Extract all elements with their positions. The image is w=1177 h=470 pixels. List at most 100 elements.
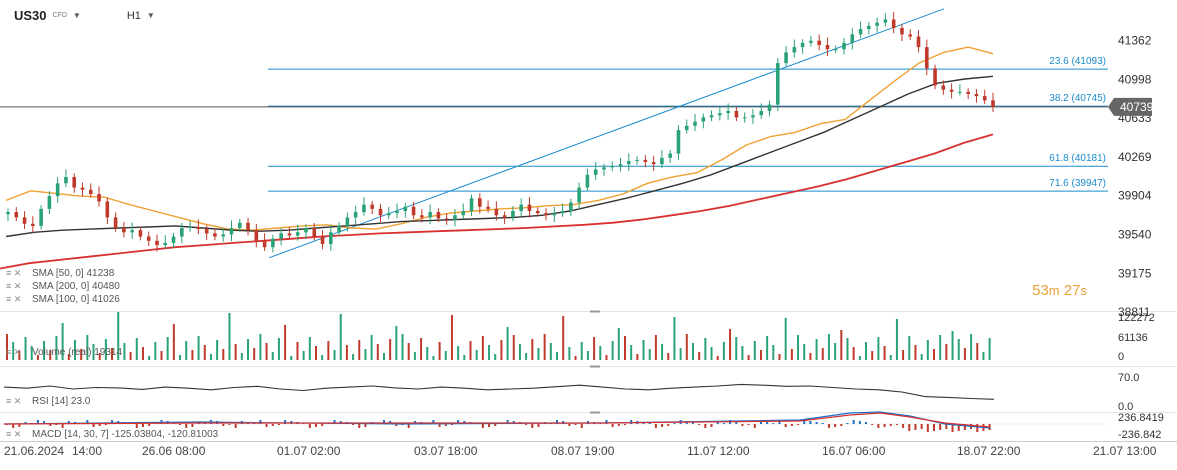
volume-bar [426, 347, 429, 360]
macd-histogram-bar [889, 424, 892, 426]
macd-histogram-bar [481, 424, 484, 428]
volume-bar [988, 338, 991, 360]
candle [386, 213, 391, 216]
macd-histogram-bar [191, 424, 194, 427]
macd-histogram-bar [821, 423, 824, 424]
macd-histogram-bar [784, 424, 787, 427]
pane-resize-handle[interactable] [590, 365, 600, 368]
indicator-settings-icon: ≡ ✕ [6, 396, 21, 406]
countdown-seconds: 27 [1063, 282, 1081, 299]
macd-histogram-bar [846, 423, 849, 424]
time-axis-label: 11.07 12:00 [687, 444, 750, 458]
trendline[interactable] [268, 8, 945, 259]
pane-resize-handle[interactable] [590, 310, 600, 313]
candle [693, 121, 697, 126]
macd-histogram-bar [24, 422, 27, 424]
macd-histogram-bar [803, 420, 806, 424]
volume-bar [135, 338, 138, 360]
volume-bar [803, 344, 806, 360]
candle [924, 47, 929, 69]
candle [684, 125, 689, 131]
candle [469, 198, 474, 212]
volume-bar [846, 338, 849, 360]
volume-bar [871, 351, 874, 360]
volume-bar [865, 342, 868, 360]
macd-histogram-bar [333, 420, 336, 424]
volume-bar [141, 347, 144, 360]
macd-histogram-bar [654, 424, 657, 428]
volume-bar [679, 348, 682, 360]
volume-bar [525, 353, 528, 360]
candle [941, 85, 946, 90]
timeframe-label[interactable]: H1 [126, 9, 141, 22]
volume-bar [797, 335, 800, 360]
candle [535, 211, 540, 214]
volume-bar [790, 349, 793, 360]
symbol-dropdown-icon[interactable]: ▼ [72, 11, 81, 20]
volume-bar [908, 336, 911, 360]
volume-bar [926, 340, 929, 360]
volume-axis-tick: 0 [1118, 351, 1124, 363]
macd-axis-tick: -236.842 [1118, 429, 1161, 441]
volume-bar [240, 353, 243, 360]
macd-histogram-bar [648, 423, 651, 424]
candle [784, 52, 788, 64]
macd-histogram-bar [450, 424, 453, 425]
overlay-legend-label: SMA [200, 0] 40480 [32, 281, 120, 292]
macd-histogram-bar [611, 424, 614, 427]
volume-bar [815, 339, 818, 360]
macd-histogram-bar [444, 424, 447, 426]
volume-bar [166, 337, 169, 360]
candle [337, 225, 341, 233]
timeframe-dropdown-icon[interactable]: ▼ [146, 11, 155, 20]
macd-histogram-bar [259, 420, 262, 424]
candle [370, 204, 375, 209]
macd-histogram-bar [55, 424, 58, 425]
instrument-type-label: CFD [52, 12, 67, 19]
macd-histogram-bar [747, 424, 750, 425]
macd-histogram-bar [797, 424, 800, 425]
candle [867, 25, 871, 30]
symbol-label[interactable]: US30 [14, 8, 47, 23]
pane-resize-handle[interactable] [590, 411, 600, 414]
macd-histogram-bar [407, 424, 410, 428]
time-axis-label: 08.07 19:00 [551, 444, 615, 458]
volume-bar [438, 342, 441, 360]
volume-bar [834, 343, 837, 360]
candle [14, 212, 19, 218]
macd-histogram-bar [877, 424, 880, 428]
volume-bar [580, 342, 583, 360]
volume-bar [327, 341, 330, 360]
candle [22, 217, 27, 224]
macd-histogram-bar [574, 424, 577, 425]
candle [511, 211, 515, 218]
candle [395, 211, 399, 214]
volume-bar [284, 325, 287, 360]
volume-bar [704, 338, 707, 360]
sma-50-line [5, 46, 994, 231]
volume-bar [710, 347, 713, 360]
macd-histogram-bar [308, 424, 311, 428]
candle [436, 212, 441, 219]
volume-bar [698, 352, 701, 360]
candle [72, 176, 77, 188]
volume-bar [914, 345, 917, 360]
volume-bar [747, 355, 750, 360]
candle [138, 230, 143, 237]
volume-bar [593, 337, 596, 360]
indicator-settings-icon: ≡ ✕ [6, 429, 21, 439]
macd-histogram-bar [852, 420, 855, 424]
volume-bar [840, 330, 843, 360]
volume-bar [809, 353, 812, 360]
macd-histogram-bar [926, 424, 929, 432]
candle [900, 27, 904, 35]
volume-bar [117, 312, 120, 360]
fib-level-label: 38.2 (40745) [1049, 93, 1106, 104]
macd-histogram-bar [834, 424, 837, 427]
volume-bar [333, 350, 336, 360]
volume-bar [772, 345, 775, 360]
volume-bar [722, 342, 725, 360]
fib-level-label: 23.6 (41093) [1049, 56, 1106, 67]
